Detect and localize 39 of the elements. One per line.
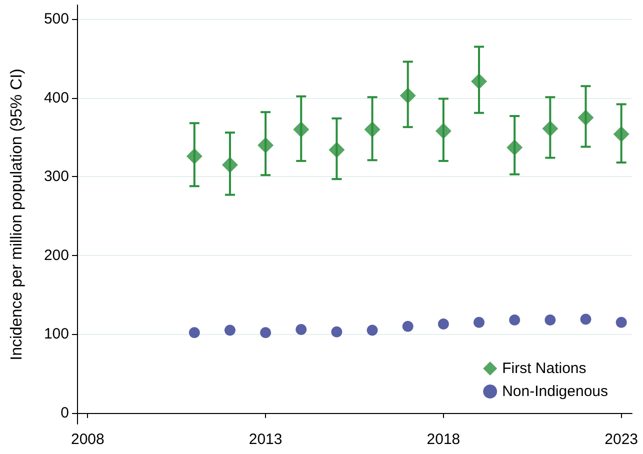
- point: [400, 88, 416, 104]
- point: [402, 320, 414, 332]
- point: [474, 316, 485, 328]
- y-tick-label: 400: [44, 89, 69, 106]
- point: [296, 324, 307, 335]
- x-tick-label: 2023: [604, 431, 638, 448]
- legend-label: Non-Indigenous: [502, 383, 608, 400]
- point: [578, 110, 594, 126]
- point: [544, 314, 556, 326]
- point: [366, 324, 378, 336]
- point: [258, 137, 274, 154]
- point: [613, 126, 630, 142]
- y-tick-label: 200: [44, 246, 69, 264]
- y-tick-label: 100: [44, 326, 69, 343]
- y-tick-label: 500: [44, 10, 69, 28]
- point: [506, 140, 523, 156]
- point: [364, 121, 380, 138]
- y-tick-label: 0: [60, 404, 69, 422]
- point: [331, 326, 342, 338]
- x-tick-label: 2018: [426, 431, 460, 448]
- x-tick-label: 2013: [248, 431, 282, 448]
- point: [542, 120, 558, 137]
- point: [328, 142, 345, 158]
- point: [222, 156, 238, 173]
- point: [580, 314, 592, 325]
- point: [435, 123, 452, 140]
- point: [186, 148, 202, 164]
- point: [509, 314, 520, 326]
- legend-label: First Nations: [502, 360, 586, 377]
- y-tick-label: 300: [44, 168, 69, 186]
- point: [293, 121, 310, 138]
- point: [616, 316, 627, 328]
- point: [260, 327, 272, 338]
- point: [471, 73, 488, 90]
- point: [224, 324, 236, 336]
- x-tick-label: 2008: [70, 431, 104, 448]
- y-axis-title: Incidence per million population (95% CI): [8, 68, 26, 360]
- point: [188, 327, 200, 338]
- point: [438, 318, 449, 330]
